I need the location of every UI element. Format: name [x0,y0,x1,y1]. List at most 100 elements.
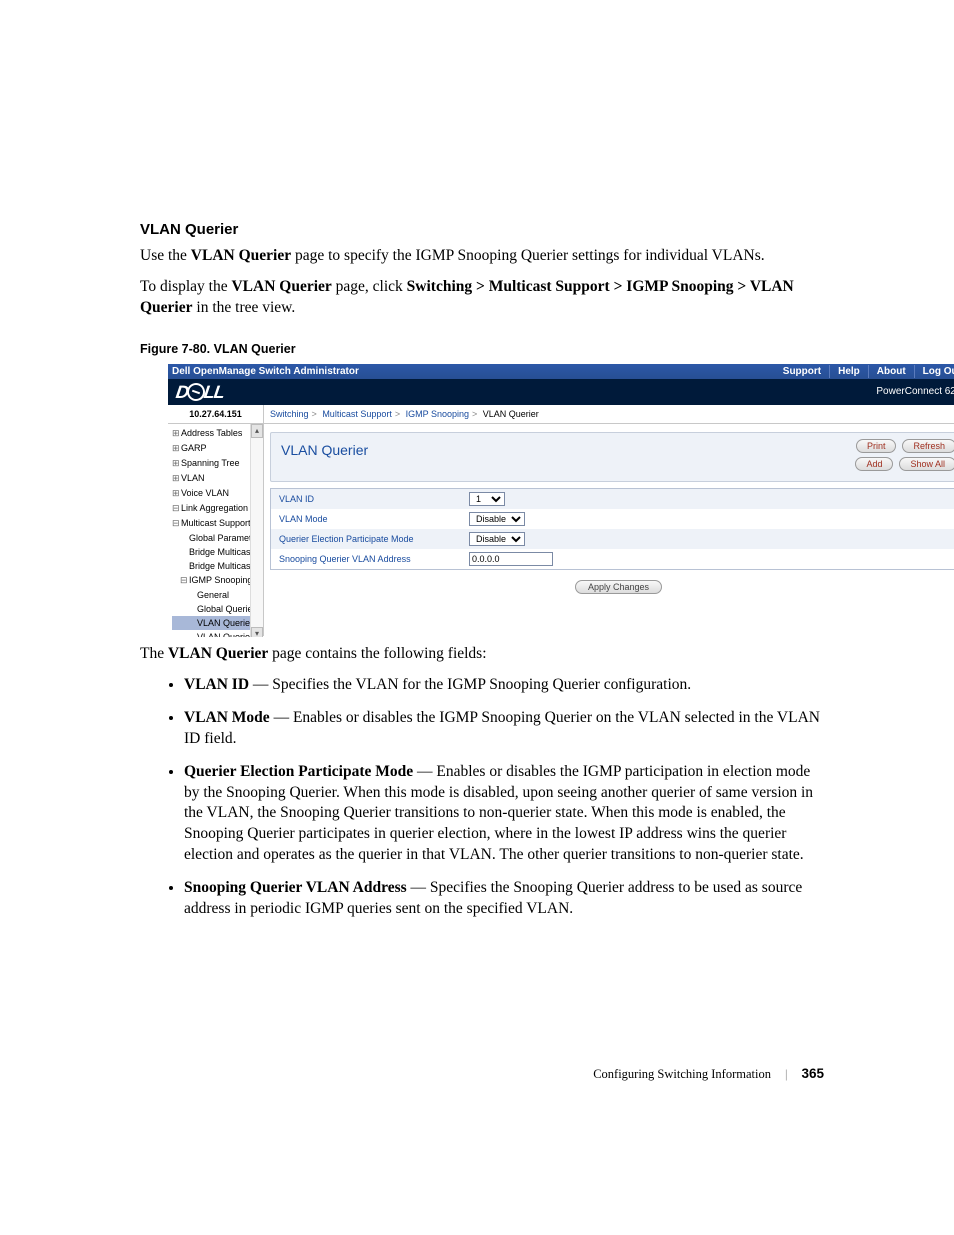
qep-label: Querier Election Participate Mode [279,533,469,545]
tree-expand-icon[interactable]: ⊞ [172,457,181,471]
device-model: PowerConnect 6248 [876,385,954,399]
tree-item-label: Address Tables [181,428,242,438]
tree-item[interactable]: Global Querier [172,602,261,616]
logout-link[interactable]: Log Out [914,365,954,379]
tree-item[interactable]: Global Parameters [172,531,261,545]
app-body: 10.27.64.151 ⊞Address Tables⊞GARP⊞Spanni… [168,405,954,636]
footer-page-number: 365 [801,1065,824,1083]
list-item: Querier Election Participate Mode — Enab… [184,762,824,867]
t: page, click [332,278,407,295]
tree-item-label: IGMP Snooping [189,575,252,585]
tree-scrollbar[interactable]: ▴ ▾ [250,424,263,637]
tree-root-ip[interactable]: 10.27.64.151 [168,405,263,424]
tree-item[interactable]: VLAN Querier [172,630,261,637]
about-link[interactable]: About [868,365,914,379]
tree-item[interactable]: Bridge Multicast [172,559,261,573]
form-row-qep: Querier Election Participate Mode Disabl… [271,529,954,549]
term: VLAN Mode [184,709,270,726]
nav-tree: ⊞Address Tables⊞GARP⊞Spanning Tree⊞VLAN⊞… [168,424,263,637]
vlan-id-select[interactable]: 1 [469,492,505,506]
vlan-mode-select[interactable]: Disable [469,512,525,526]
panel-actions: Print Refresh Add Show All [855,439,954,471]
tree-item-label: Multicast Support [181,518,251,528]
t: To display the [140,278,231,295]
tree-expand-icon[interactable]: ⊟ [172,502,181,516]
app-title: Dell OpenManage Switch Administrator [172,365,359,379]
tree-item-label: Global Querier [197,604,256,614]
tree-item[interactable]: ⊞Voice VLAN [172,486,261,501]
tree-item[interactable]: ⊟Multicast Support [172,516,261,531]
print-button[interactable]: Print [856,439,897,453]
term: VLAN ID [184,676,249,693]
support-link[interactable]: Support [775,365,829,379]
dell-logo: DLL [176,380,224,404]
tree-expand-icon[interactable]: ⊞ [172,487,181,501]
nav-paragraph: To display the VLAN Querier page, click … [140,277,824,319]
footer-sep: | [785,1066,788,1083]
footer-section: Configuring Switching Information [593,1066,771,1083]
tree-item[interactable]: ⊞VLAN [172,471,261,486]
tree-item[interactable]: ⊟Link Aggregation [172,501,261,516]
scroll-up-icon[interactable]: ▴ [251,424,263,438]
tree-expand-icon[interactable]: ⊟ [172,517,181,531]
scroll-track[interactable] [251,438,263,627]
tree-item-label: Bridge Multicast [189,547,253,557]
bc-item[interactable]: Multicast Support [322,409,392,419]
desc: — Enables or disables the IGMP Snooping … [184,709,820,747]
tree-item-label: Link Aggregation [181,503,248,513]
tree-item[interactable]: Bridge Multicast [172,545,261,559]
t: VLAN Querier [191,247,291,264]
bc-sep: > [312,409,317,419]
tree-wrap: ⊞Address Tables⊞GARP⊞Spanning Tree⊞VLAN⊞… [168,424,263,637]
titlebar-links: Support Help About Log Out [775,365,954,379]
tree-item[interactable]: ⊞Spanning Tree [172,456,261,471]
bc-sep: > [472,409,477,419]
addr-label: Snooping Querier VLAN Address [279,553,469,565]
figure-caption: Figure 7-80. VLAN Querier [140,341,824,358]
apply-changes-button[interactable]: Apply Changes [575,580,662,594]
tree-column: 10.27.64.151 ⊞Address Tables⊞GARP⊞Spanni… [168,405,264,636]
t: in the tree view. [193,299,296,316]
tree-expand-icon[interactable]: ⊞ [172,472,181,486]
field-list: VLAN ID — Specifies the VLAN for the IGM… [140,675,824,920]
t: The [140,645,168,662]
tree-item-label: Spanning Tree [181,458,240,468]
t: VLAN Querier [168,645,268,662]
t: VLAN Querier [231,278,331,295]
bc-item[interactable]: Switching [270,409,309,419]
tree-expand-icon[interactable]: ⊞ [172,427,181,441]
vlan-mode-label: VLAN Mode [279,513,469,525]
after-figure-text: The VLAN Querier page contains the follo… [140,644,824,665]
tree-expand-icon[interactable]: ⊟ [180,574,189,588]
vlan-id-label: VLAN ID [279,493,469,505]
tree-item[interactable]: ⊞Address Tables [172,426,261,441]
qep-select[interactable]: Disable [469,532,525,546]
settings-form: VLAN ID 1 VLAN Mode Disable Querier Elec… [270,488,954,570]
breadcrumb: Switching> Multicast Support> IGMP Snoop… [264,405,954,424]
refresh-button[interactable]: Refresh [902,439,954,453]
scroll-down-icon[interactable]: ▾ [251,627,263,637]
tree-item[interactable]: ⊟IGMP Snooping [172,573,261,588]
tree-item-label: Bridge Multicast [189,561,253,571]
panel-title: VLAN Querier [281,439,368,460]
tree-item-label: Voice VLAN [181,488,229,498]
term: Querier Election Participate Mode [184,763,413,780]
tree-item-label: GARP [181,443,207,453]
form-row-addr: Snooping Querier VLAN Address [271,549,954,569]
desc: — Specifies the VLAN for the IGMP Snoopi… [249,676,691,693]
tree-expand-icon[interactable]: ⊞ [172,442,181,456]
t: page to specify the IGMP Snooping Querie… [291,247,765,264]
embedded-screenshot: Dell OpenManage Switch Administrator Sup… [168,364,954,636]
add-button[interactable]: Add [855,457,893,471]
brand-row: DLL PowerConnect 6248 [168,379,954,405]
tree-item[interactable]: VLAN Querier [172,616,261,630]
tree-item[interactable]: ⊞GARP [172,441,261,456]
app-titlebar: Dell OpenManage Switch Administrator Sup… [168,364,954,379]
bc-item[interactable]: IGMP Snooping [406,409,469,419]
tree-item[interactable]: General [172,588,261,602]
help-link[interactable]: Help [829,365,868,379]
addr-input[interactable] [469,552,553,566]
tree-item-label: VLAN Querier [197,632,253,637]
term: Snooping Querier VLAN Address [184,879,407,896]
show-all-button[interactable]: Show All [899,457,954,471]
